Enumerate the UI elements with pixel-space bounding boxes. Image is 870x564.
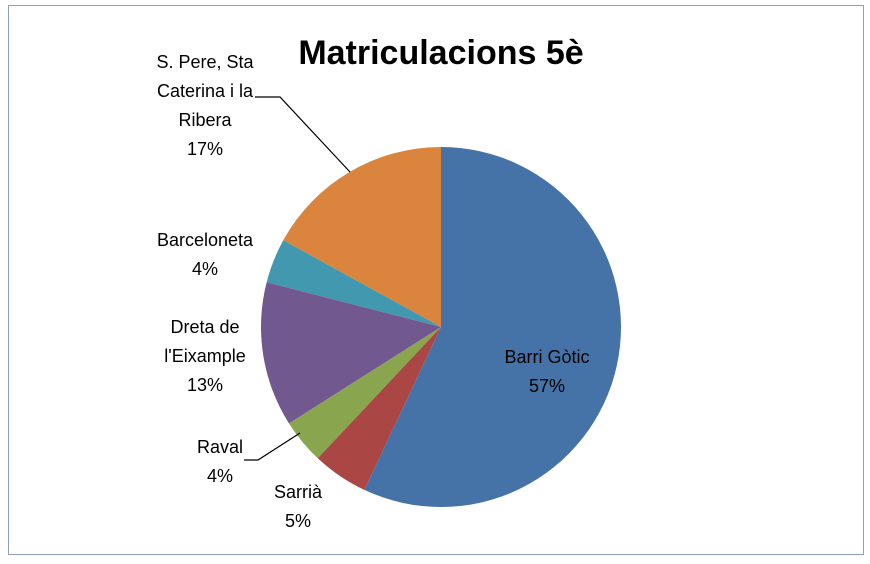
category-label: Raval — [196, 437, 244, 457]
value-label: 13% — [186, 375, 224, 395]
data-label: Barceloneta 4% — [135, 226, 275, 284]
pie-slice — [364, 147, 622, 507]
data-label: Sarrià 5% — [238, 478, 358, 536]
pie-slice — [289, 327, 441, 459]
pie-slice — [317, 327, 441, 490]
pie-slice — [261, 282, 441, 424]
leader-line — [255, 96, 351, 173]
value-label: 4% — [206, 466, 233, 486]
category-label: Dreta de l'Eixample — [164, 317, 246, 366]
pie-slice — [266, 240, 441, 327]
value-label: 57% — [528, 376, 566, 396]
category-label: S. Pere, Sta Caterina i la Ribera — [156, 52, 254, 130]
data-label: Dreta de l'Eixample 13% — [149, 313, 261, 400]
data-label: Barri Gòtic 57% — [467, 343, 627, 401]
pie-slice — [283, 147, 441, 327]
data-label: S. Pere, Sta Caterina i la Ribera 17% — [149, 48, 261, 164]
value-label: 5% — [284, 511, 311, 531]
value-label: 4% — [191, 259, 218, 279]
chart-title: Matriculacions 5è — [298, 34, 584, 72]
data-label: Raval 4% — [180, 433, 260, 491]
category-label: Barceloneta — [156, 230, 254, 250]
category-label: Sarrià — [273, 482, 322, 502]
leader-line — [244, 432, 301, 461]
value-label: 17% — [186, 139, 224, 159]
category-label: Barri Gòtic — [504, 347, 590, 367]
chart-frame — [8, 5, 864, 555]
